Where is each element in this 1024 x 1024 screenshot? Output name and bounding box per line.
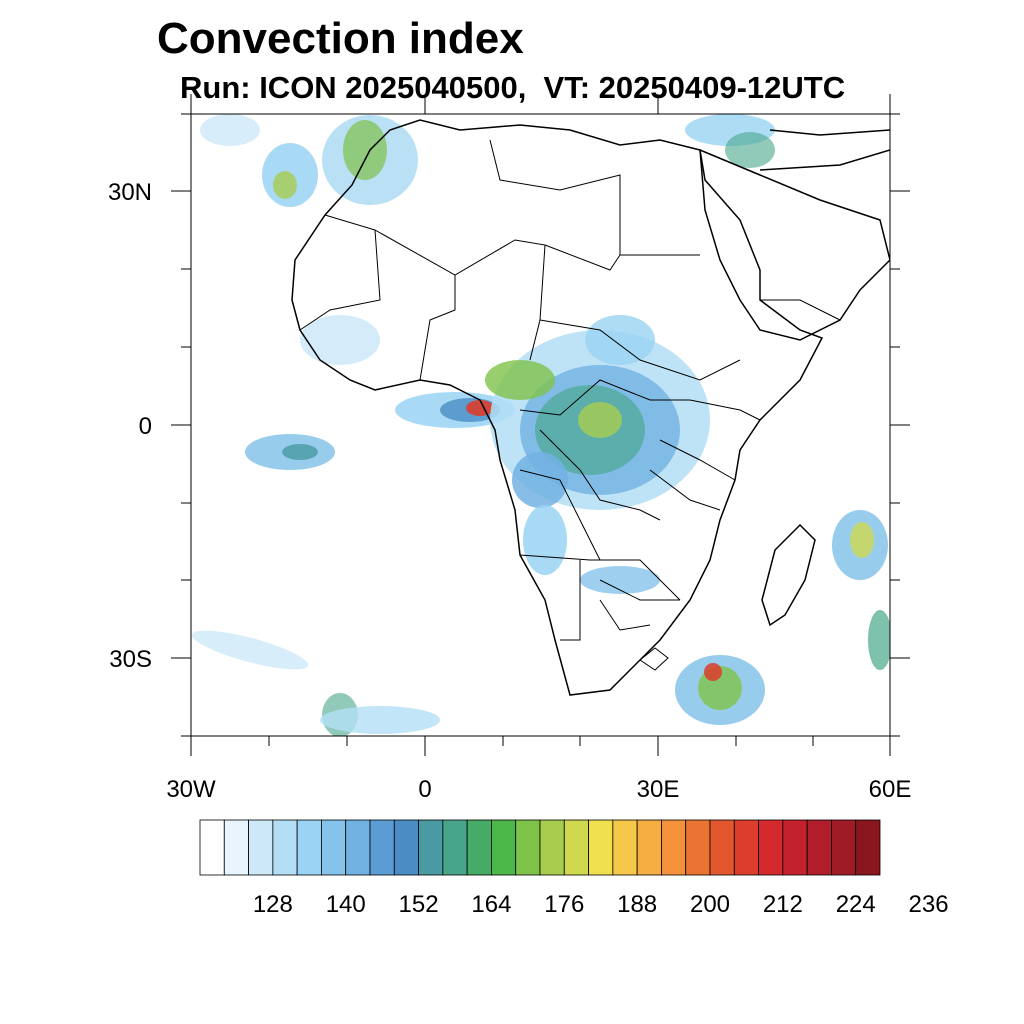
colorbar-swatch xyxy=(442,819,468,876)
lat-label-0: 0 xyxy=(139,413,152,440)
colorbar-swatch xyxy=(806,819,832,876)
axis-ticks xyxy=(171,94,910,756)
lon-label-0: 0 xyxy=(418,776,431,803)
colorbar-swatch xyxy=(199,819,225,876)
colorbar-swatch xyxy=(321,819,347,876)
colorbar-swatch xyxy=(248,819,274,876)
colorbar-swatch xyxy=(855,819,881,876)
colorbar-tick-label: 236 xyxy=(909,891,949,918)
lon-label-60e: 60E xyxy=(869,776,912,803)
colorbar-tick-label: 224 xyxy=(836,891,876,918)
lat-label-30s: 30S xyxy=(109,646,152,673)
colorbar-swatch xyxy=(563,819,589,876)
colorbar-swatch xyxy=(612,819,638,876)
colorbar xyxy=(199,819,881,876)
colorbar-tick-label: 128 xyxy=(253,891,293,918)
colorbar-swatch xyxy=(636,819,662,876)
colorbar-tick-label: 200 xyxy=(690,891,730,918)
colorbar-swatch xyxy=(733,819,759,876)
colorbar-swatch xyxy=(491,819,517,876)
colorbar-tick-label: 176 xyxy=(544,891,584,918)
colorbar-swatch xyxy=(466,819,492,876)
colorbar-tick-label: 164 xyxy=(471,891,511,918)
colorbar-tick-label: 140 xyxy=(326,891,366,918)
colorbar-tick-label: 152 xyxy=(399,891,439,918)
colorbar-swatch xyxy=(685,819,711,876)
colorbar-tick-label: 188 xyxy=(617,891,657,918)
colorbar-swatch xyxy=(515,819,541,876)
colorbar-swatch xyxy=(345,819,371,876)
colorbar-swatch xyxy=(758,819,784,876)
convection-shading xyxy=(191,114,890,736)
colorbar-swatch xyxy=(393,819,419,876)
colorbar-swatch xyxy=(539,819,565,876)
colorbar-swatch xyxy=(782,819,808,876)
colorbar-swatch xyxy=(418,819,444,876)
colorbar-tick-label: 212 xyxy=(763,891,803,918)
map-subtitle: Run: ICON 2025040500, VT: 20250409-12UTC xyxy=(180,70,846,105)
colorbar-swatch xyxy=(296,819,322,876)
colorbar-labels: 128 140 152 164 176 188 200 212 224 236 xyxy=(253,891,949,918)
colorbar-swatch xyxy=(223,819,249,876)
lat-label-30n: 30N xyxy=(108,179,152,206)
colorbar-swatch xyxy=(588,819,614,876)
country-borders xyxy=(299,139,841,671)
map-title: Convection index xyxy=(157,14,524,63)
colorbar-swatch xyxy=(369,819,395,876)
colorbar-swatch xyxy=(831,819,857,876)
lon-label-30e: 30E xyxy=(637,776,680,803)
colorbar-swatch xyxy=(709,819,735,876)
lon-label-30w: 30W xyxy=(166,776,216,803)
colorbar-swatch xyxy=(272,819,298,876)
colorbar-swatch xyxy=(661,819,687,876)
